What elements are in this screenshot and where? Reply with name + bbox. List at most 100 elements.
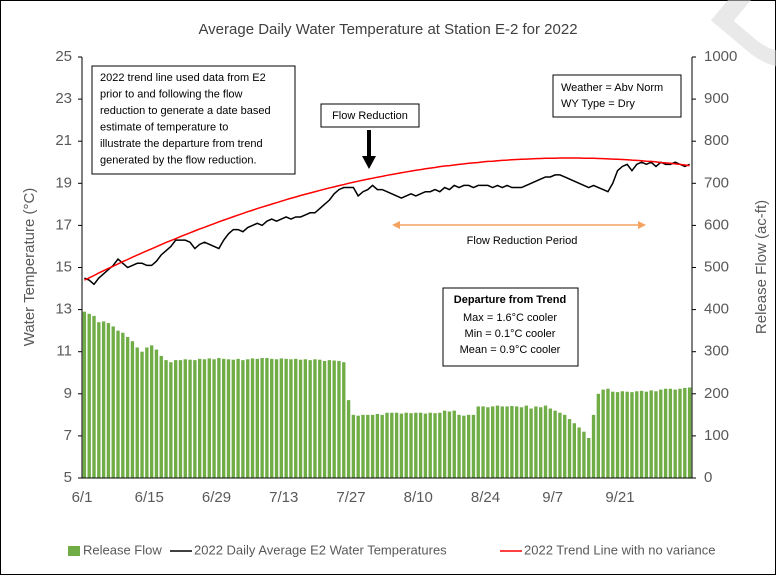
- x-tick-label: 7/13: [269, 489, 298, 506]
- y2-tick-label: 100: [704, 427, 729, 444]
- bar: [217, 358, 221, 478]
- y-tick-label: 11: [56, 343, 72, 360]
- y2-tick-label: 1000: [704, 48, 737, 65]
- x-tick-label: 6/15: [135, 489, 164, 506]
- bar: [284, 358, 288, 478]
- bar: [250, 358, 255, 478]
- bar: [548, 408, 552, 478]
- bar: [529, 408, 533, 478]
- legend-swatch: [68, 546, 80, 556]
- y-tick-label: 15: [55, 258, 72, 275]
- bar: [582, 431, 586, 478]
- line: [84, 161, 690, 286]
- bar: [361, 414, 365, 478]
- bar: [222, 358, 226, 478]
- bar: [572, 423, 577, 478]
- legend-label: 2022 Trend Line with no variance: [524, 542, 716, 557]
- bar: [543, 405, 548, 478]
- bar: [327, 360, 332, 478]
- bar: [92, 315, 96, 478]
- bar: [394, 412, 399, 478]
- bar: [346, 400, 351, 478]
- bar: [462, 415, 466, 478]
- bar: [149, 345, 154, 478]
- x-tick-label: 9/21: [605, 489, 634, 506]
- bar: [428, 412, 432, 478]
- plot-area: [78, 56, 696, 479]
- y2-tick-label: 700: [704, 174, 729, 191]
- bar: [183, 359, 187, 478]
- bar: [490, 406, 495, 478]
- x-tick-label: 6/1: [72, 489, 93, 506]
- bar: [342, 362, 346, 478]
- bar: [97, 322, 101, 478]
- bar: [663, 388, 668, 478]
- bar: [414, 412, 418, 478]
- bar: [673, 389, 677, 478]
- y-tick-label: 25: [55, 48, 72, 65]
- bar: [510, 406, 514, 478]
- bar: [635, 391, 639, 478]
- bar: [687, 387, 692, 478]
- bar: [308, 360, 312, 478]
- bar: [495, 405, 500, 478]
- y-tick-label: 21: [55, 132, 72, 149]
- bar: [178, 360, 183, 478]
- bar: [587, 438, 591, 478]
- bar: [558, 412, 562, 478]
- period-label: Flow Reduction Period: [467, 235, 578, 247]
- bar: [399, 413, 404, 478]
- bar: [125, 336, 130, 478]
- y-tick-label: 9: [64, 385, 72, 402]
- bar: [106, 323, 111, 478]
- bar: [207, 358, 211, 478]
- bar: [567, 419, 572, 478]
- bar: [154, 349, 159, 478]
- bar: [591, 414, 596, 478]
- bar: [471, 414, 476, 478]
- bar: [298, 359, 303, 478]
- annotation-line: Mean = 0.9°C cooler: [460, 344, 561, 356]
- y2-tick-label: 300: [704, 343, 729, 360]
- bar: [375, 414, 380, 478]
- bar: [255, 358, 259, 478]
- bar: [145, 347, 149, 478]
- bar: [615, 392, 620, 478]
- bar: [644, 391, 649, 478]
- y2-tick-label: 900: [704, 90, 729, 107]
- bar: [601, 389, 605, 478]
- bar: [438, 412, 442, 478]
- y-tick-label: 13: [55, 301, 72, 318]
- bar: [332, 360, 336, 478]
- bar: [202, 359, 207, 478]
- bar: [322, 360, 327, 478]
- annotation-line: prior to and following the flow: [100, 88, 243, 100]
- bar: [668, 388, 673, 478]
- bar: [442, 410, 447, 478]
- legend-label: Release Flow: [83, 542, 162, 557]
- bar: [447, 411, 452, 478]
- bar: [289, 359, 293, 478]
- bar: [409, 413, 413, 478]
- bar: [270, 358, 274, 478]
- y-tick-label: 23: [55, 90, 72, 107]
- arrow: [362, 130, 376, 169]
- y2-tick-label: 400: [704, 301, 729, 318]
- chart-title: Average Daily Water Temperature at Stati…: [198, 21, 577, 38]
- bar: [82, 311, 87, 478]
- bar: [577, 427, 581, 478]
- bar: [231, 359, 235, 478]
- bar: [476, 406, 480, 478]
- bar: [159, 355, 163, 478]
- bar: [433, 413, 437, 478]
- annotation-line: reduction to generate a date based: [100, 105, 271, 117]
- x-tick-label: 6/29: [202, 489, 231, 506]
- bar: [683, 387, 687, 478]
- bar: [140, 351, 144, 478]
- bar: [173, 360, 178, 478]
- bar: [111, 326, 115, 478]
- bar: [515, 406, 519, 478]
- bar: [659, 389, 663, 478]
- y-tick-label: 17: [55, 216, 72, 233]
- x-tick-label: 9/7: [542, 489, 563, 506]
